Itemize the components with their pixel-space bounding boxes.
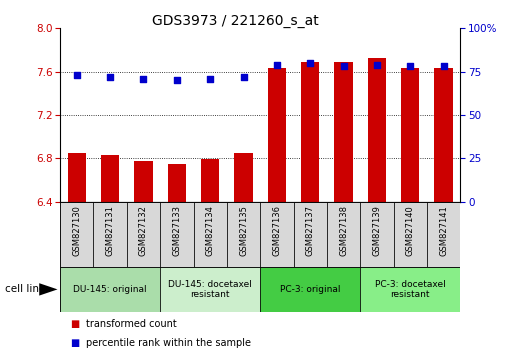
Text: cell line: cell line	[5, 284, 46, 295]
Bar	[101, 155, 119, 202]
Bar	[427, 202, 460, 267]
Text: ■: ■	[71, 338, 80, 348]
Bar	[268, 68, 286, 202]
Polygon shape	[39, 283, 58, 296]
Bar	[160, 202, 194, 267]
Bar	[60, 267, 160, 312]
Point	[439, 64, 448, 69]
Text: GSM827136: GSM827136	[272, 205, 281, 256]
Bar	[301, 62, 320, 202]
Bar	[360, 267, 460, 312]
Bar	[134, 161, 153, 202]
Text: GDS3973 / 221260_s_at: GDS3973 / 221260_s_at	[152, 14, 319, 28]
Bar	[327, 202, 360, 267]
Text: DU-145: original: DU-145: original	[73, 285, 147, 294]
Bar	[394, 202, 427, 267]
Text: GSM827135: GSM827135	[239, 205, 248, 256]
Bar	[435, 68, 453, 202]
Point	[306, 60, 314, 66]
Bar	[360, 202, 393, 267]
Bar	[234, 153, 253, 202]
Point	[173, 78, 181, 83]
Text: percentile rank within the sample: percentile rank within the sample	[86, 338, 251, 348]
Bar	[201, 160, 219, 202]
Bar	[67, 153, 86, 202]
Bar	[293, 202, 327, 267]
Text: GSM827131: GSM827131	[106, 205, 115, 256]
Bar	[401, 68, 419, 202]
Bar	[160, 267, 260, 312]
Text: GSM827134: GSM827134	[206, 205, 214, 256]
Bar	[227, 202, 260, 267]
Bar	[94, 202, 127, 267]
Bar	[260, 202, 293, 267]
Bar	[127, 202, 160, 267]
Text: GSM827133: GSM827133	[173, 205, 181, 256]
Point	[406, 64, 414, 69]
Point	[373, 62, 381, 68]
Point	[73, 72, 81, 78]
Text: GSM827139: GSM827139	[372, 205, 381, 256]
Point	[339, 64, 348, 69]
Text: DU-145: docetaxel
resistant: DU-145: docetaxel resistant	[168, 280, 252, 299]
Text: PC-3: original: PC-3: original	[280, 285, 340, 294]
Point	[206, 76, 214, 81]
Point	[240, 74, 248, 80]
Bar	[334, 62, 353, 202]
Text: GSM827141: GSM827141	[439, 205, 448, 256]
Point	[139, 76, 147, 81]
Bar	[194, 202, 227, 267]
Text: GSM827140: GSM827140	[406, 205, 415, 256]
Text: GSM827130: GSM827130	[72, 205, 81, 256]
Bar	[368, 58, 386, 202]
Point	[272, 62, 281, 68]
Text: transformed count: transformed count	[86, 319, 177, 329]
Text: ■: ■	[71, 319, 80, 329]
Text: PC-3: docetaxel
resistant: PC-3: docetaxel resistant	[375, 280, 446, 299]
Bar	[168, 164, 186, 202]
Point	[106, 74, 115, 80]
Text: GSM827138: GSM827138	[339, 205, 348, 256]
Bar	[260, 267, 360, 312]
Bar	[60, 202, 94, 267]
Text: GSM827137: GSM827137	[306, 205, 315, 256]
Text: GSM827132: GSM827132	[139, 205, 148, 256]
